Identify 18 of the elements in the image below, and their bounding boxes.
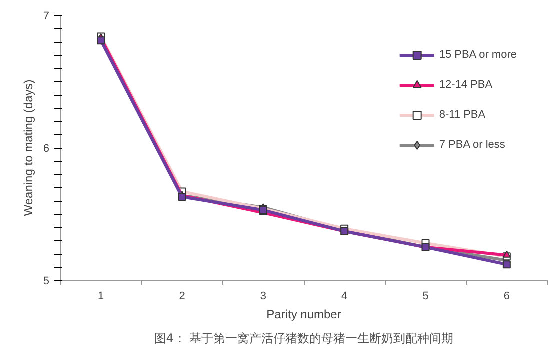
y-axis-title: Weaning to mating (days) (21, 80, 36, 216)
y-tick-label: 5 (43, 276, 50, 288)
legend-label: 12-14 PBA (439, 79, 493, 91)
x-tick-label: 3 (260, 290, 266, 302)
x-tick-label: 6 (504, 290, 510, 302)
x-tick-label: 5 (422, 290, 429, 302)
legend-label: 8-11 PBA (439, 109, 486, 121)
legend-label: 7 PBA or less (439, 139, 506, 151)
y-tick-label: 6 (43, 143, 50, 155)
x-tick-label: 2 (179, 290, 186, 302)
x-tick-label: 4 (342, 290, 348, 302)
y-tick-label: 7 (43, 10, 50, 22)
x-axis-title: Parity number (266, 308, 342, 322)
point (502, 250, 511, 258)
x-tick-label: 1 (98, 290, 104, 302)
caption: 图4： 基于第一窝产活仔猪数的母猪一生断奶到配种间期 (154, 332, 454, 346)
legend-label: 15 PBA or more (439, 49, 517, 61)
point (502, 260, 511, 269)
